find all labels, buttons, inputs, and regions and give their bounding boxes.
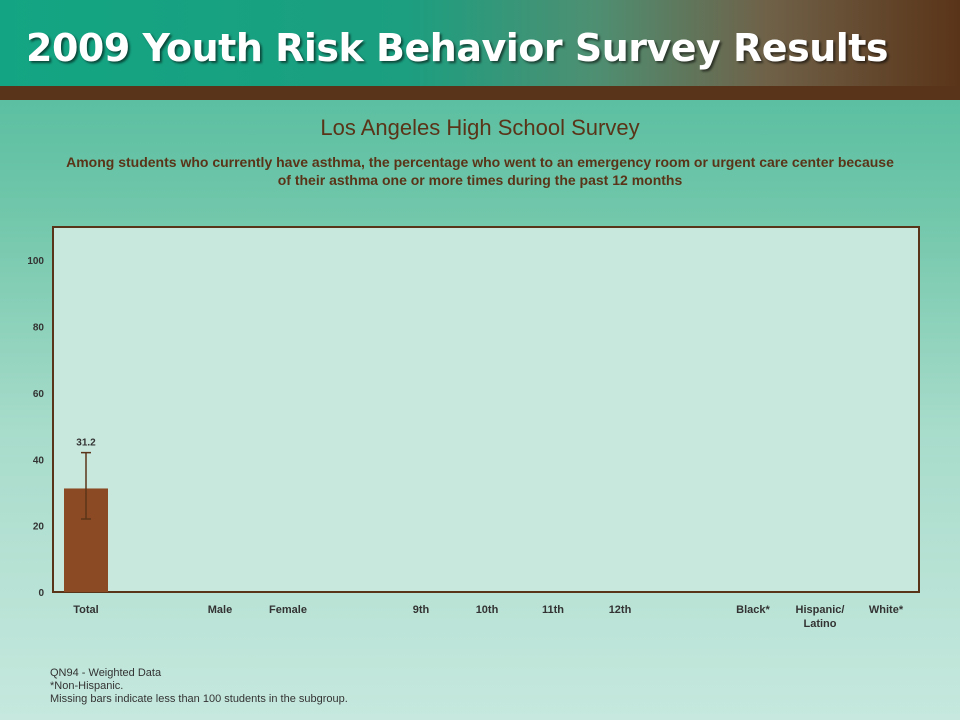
banner-title: 2009 Youth Risk Behavior Survey Results xyxy=(26,26,889,70)
footnotes: QN94 - Weighted Data *Non-Hispanic. Miss… xyxy=(50,667,348,706)
footnote-non-hispanic: *Non-Hispanic. xyxy=(50,680,124,692)
data-label: 31.2 xyxy=(76,438,96,449)
y-tick-label: 80 xyxy=(33,323,45,334)
x-tick-label: Black* xyxy=(736,604,770,616)
x-tick-label: Male xyxy=(208,604,232,616)
y-tick-label: 40 xyxy=(33,455,45,466)
x-tick-label: 11th xyxy=(542,604,564,616)
x-tick-label: Female xyxy=(269,604,307,616)
y-tick-label: 20 xyxy=(33,522,45,533)
chart-title: Los Angeles High School Survey xyxy=(320,115,640,140)
x-tick-label: White* xyxy=(869,604,904,616)
x-tick-label: Total xyxy=(73,604,98,616)
y-tick-label: 60 xyxy=(33,389,45,400)
x-tick-label: Hispanic/Latino xyxy=(796,604,845,630)
x-tick-label: 12th xyxy=(609,604,632,616)
plot-area xyxy=(52,226,920,593)
y-tick-label: 100 xyxy=(27,256,44,267)
banner-divider xyxy=(0,86,960,100)
chart-subtitle: Among students who currently have asthma… xyxy=(66,154,894,188)
footnote-missing-bars: Missing bars indicate less than 100 stud… xyxy=(50,693,348,705)
footnote-data-source: QN94 - Weighted Data xyxy=(50,667,162,679)
x-tick-label: 9th xyxy=(413,604,430,616)
x-tick-label: 10th xyxy=(476,604,499,616)
title-banner: 2009 Youth Risk Behavior Survey Results xyxy=(0,0,960,86)
y-tick-label: 0 xyxy=(38,588,44,599)
